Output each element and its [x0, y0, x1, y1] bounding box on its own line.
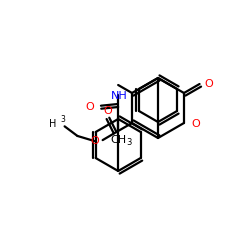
Text: O: O	[204, 79, 213, 89]
Text: O: O	[86, 102, 94, 112]
Text: O: O	[191, 119, 200, 129]
Text: NH: NH	[111, 91, 128, 101]
Text: O: O	[103, 106, 112, 116]
Text: CH: CH	[110, 135, 126, 145]
Text: 3: 3	[126, 138, 132, 147]
Text: O: O	[90, 136, 99, 146]
Text: H: H	[49, 119, 56, 129]
Text: 3: 3	[60, 115, 66, 124]
